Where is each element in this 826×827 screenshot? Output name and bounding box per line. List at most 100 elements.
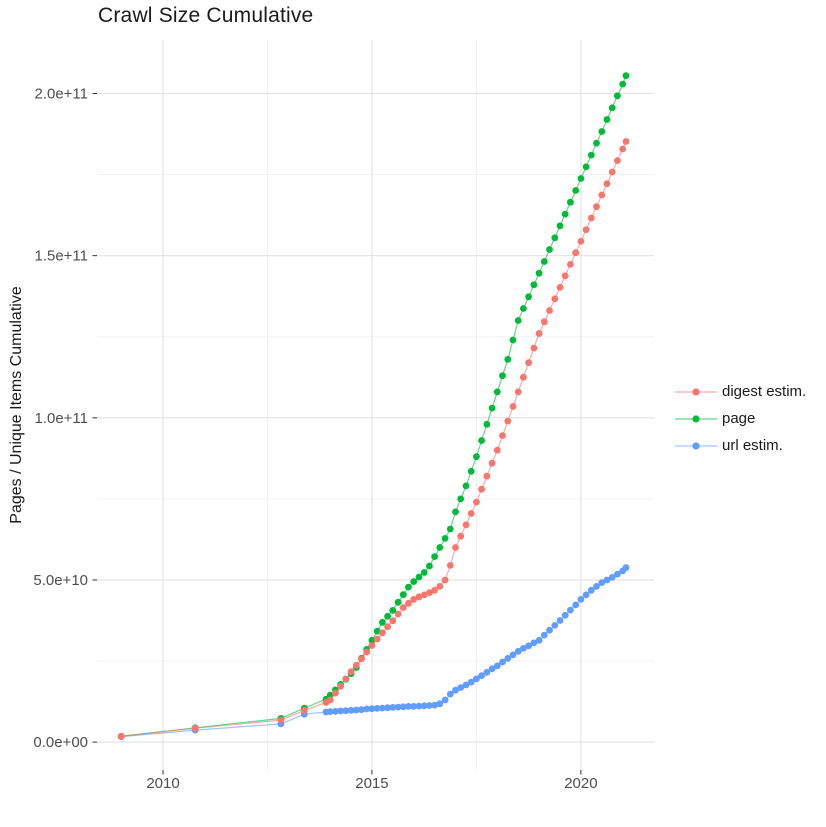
data-point — [493, 388, 501, 396]
data-point — [593, 583, 600, 590]
data-point — [473, 453, 480, 461]
data-point — [504, 356, 512, 363]
data-point — [373, 635, 381, 643]
data-point — [540, 258, 548, 265]
data-point — [572, 601, 580, 609]
data-point — [405, 703, 412, 710]
data-point — [410, 578, 418, 585]
data-point — [337, 682, 344, 690]
data-point — [567, 261, 574, 268]
data-point — [535, 330, 543, 337]
data-point — [368, 642, 376, 649]
data-point — [379, 704, 386, 712]
data-point — [622, 138, 630, 145]
data-point — [420, 591, 428, 599]
data-point — [567, 606, 574, 614]
y-tick-label: 1.5e+11 — [34, 248, 88, 265]
data-point — [546, 626, 553, 634]
data-point — [598, 191, 606, 199]
data-point — [415, 573, 423, 581]
data-point — [488, 459, 496, 467]
data-point — [577, 175, 585, 182]
data-point — [332, 689, 339, 697]
data-point — [587, 214, 595, 222]
data-point — [587, 151, 595, 159]
data-point — [410, 596, 418, 603]
data-point — [473, 675, 480, 683]
data-point — [436, 583, 444, 590]
data-point — [342, 707, 350, 715]
data-point — [499, 658, 506, 666]
data-point — [514, 388, 522, 396]
data-point — [457, 532, 465, 540]
data-point — [593, 139, 600, 147]
data-point — [326, 696, 334, 704]
data-point — [509, 651, 517, 659]
data-point — [582, 591, 590, 599]
data-point — [614, 570, 621, 578]
data-point — [462, 681, 470, 689]
data-point — [300, 706, 308, 714]
data-point — [540, 318, 548, 326]
data-point — [389, 704, 397, 711]
data-point — [347, 668, 355, 676]
series-page — [117, 72, 630, 740]
data-point — [452, 508, 459, 516]
data-point — [368, 636, 376, 644]
data-point — [622, 72, 630, 80]
legend-label: page — [722, 410, 756, 427]
x-tick-label: 2020 — [564, 775, 597, 792]
data-point — [326, 708, 334, 715]
data-point — [431, 586, 438, 594]
y-tick-label: 2.0e+11 — [34, 86, 88, 103]
data-point — [577, 238, 585, 245]
data-point — [478, 672, 485, 679]
data-point — [431, 553, 438, 560]
data-point — [561, 272, 569, 280]
data-point — [352, 661, 360, 669]
data-point — [426, 589, 433, 596]
data-point — [441, 576, 449, 584]
data-point — [452, 544, 459, 551]
data-point — [546, 246, 553, 253]
data-point — [462, 482, 470, 490]
data-point — [379, 629, 386, 637]
data-point — [587, 586, 595, 594]
data-point — [473, 498, 480, 506]
data-point — [567, 198, 574, 206]
y-tick-label: 5.0e+10 — [33, 572, 88, 589]
data-point — [493, 446, 501, 454]
data-point — [452, 686, 459, 694]
x-tick-label: 2015 — [355, 775, 388, 792]
data-point — [514, 647, 522, 655]
data-point — [277, 716, 285, 724]
data-point — [467, 467, 475, 475]
data-point — [582, 226, 590, 234]
data-point — [379, 619, 386, 626]
data-point — [540, 631, 548, 639]
data-point — [399, 591, 407, 598]
data-point — [457, 495, 465, 503]
data-point — [556, 284, 564, 291]
data-point — [446, 562, 454, 569]
legend-item-page: page — [674, 405, 806, 432]
data-point — [483, 420, 491, 428]
data-point — [436, 544, 444, 551]
data-point — [546, 307, 553, 314]
data-point — [467, 678, 475, 686]
y-tick-label: 1.0e+11 — [34, 410, 88, 427]
data-point — [561, 611, 569, 619]
data-point — [509, 403, 517, 410]
data-point — [525, 642, 532, 650]
data-point — [394, 703, 402, 711]
data-point — [352, 706, 360, 714]
data-point — [358, 655, 365, 663]
x-tick-label: 2010 — [146, 775, 179, 792]
data-point — [525, 359, 532, 367]
data-point — [603, 116, 611, 123]
data-point — [399, 703, 407, 711]
data-point — [337, 707, 344, 715]
data-point — [332, 707, 339, 715]
data-point — [446, 525, 454, 533]
